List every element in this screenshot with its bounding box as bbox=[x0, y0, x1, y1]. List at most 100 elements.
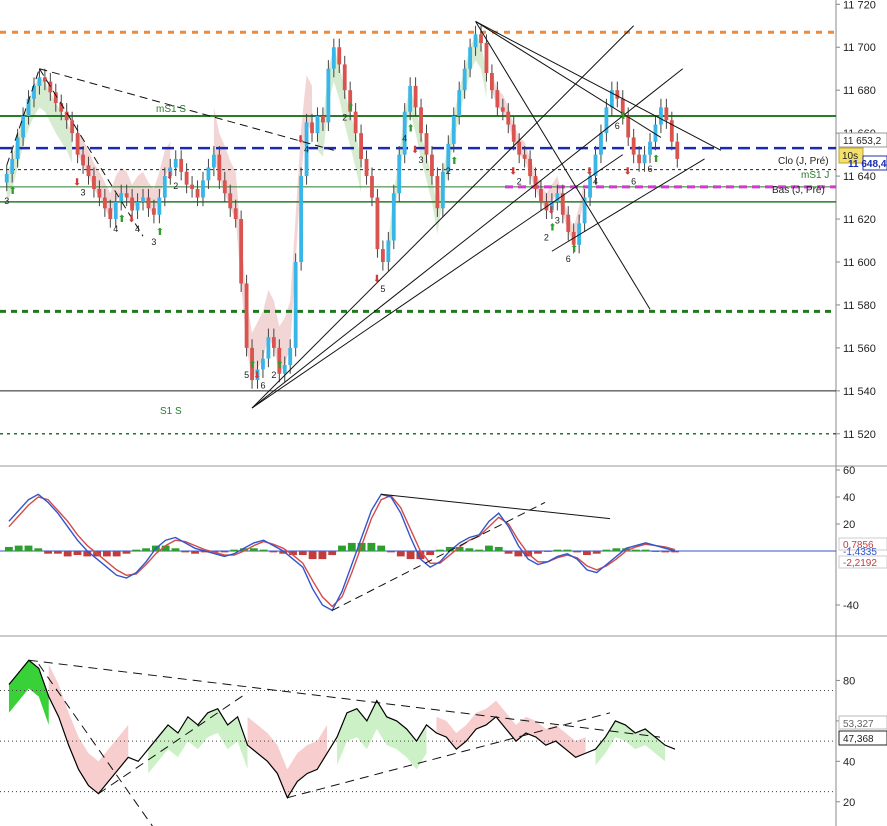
macd-histogram-bar bbox=[328, 551, 337, 556]
candle-body bbox=[86, 165, 91, 177]
candle-body bbox=[659, 107, 663, 125]
macd-histogram-bar bbox=[661, 551, 670, 553]
wave-count-label: 6 bbox=[631, 177, 636, 187]
candle-body bbox=[615, 90, 620, 99]
macd-histogram-bar bbox=[631, 549, 640, 551]
macd-trendlines bbox=[331, 493, 611, 611]
candle-body bbox=[626, 115, 631, 138]
candle-body bbox=[261, 358, 265, 370]
trendline bbox=[551, 158, 705, 252]
candle-body bbox=[364, 158, 369, 177]
candle-body bbox=[282, 365, 287, 374]
macd-histogram-bar bbox=[142, 548, 150, 551]
macd-histogram-bar bbox=[622, 548, 631, 551]
candle-body bbox=[359, 133, 363, 159]
macd-histogram-bar bbox=[34, 548, 43, 551]
macd-histogram-bar bbox=[396, 551, 405, 557]
candle-body bbox=[211, 154, 216, 168]
candle-body bbox=[528, 158, 532, 177]
wave-count-label: 2 bbox=[446, 166, 451, 176]
macd-histogram-bar bbox=[289, 551, 297, 556]
rsi-red-cloud bbox=[48, 664, 129, 794]
candle-body bbox=[533, 176, 538, 189]
candle-body bbox=[190, 184, 194, 189]
candle-body bbox=[484, 42, 489, 74]
candle-body bbox=[337, 47, 342, 65]
rsi-red-cloud bbox=[247, 716, 328, 798]
macd-histogram-bar bbox=[563, 549, 572, 551]
macd-histogram-bar bbox=[553, 549, 562, 551]
macd-histogram-bar bbox=[534, 551, 542, 554]
wave-count-label: 2 bbox=[342, 112, 347, 122]
candle-body bbox=[168, 167, 173, 177]
macd-histogram-bar bbox=[308, 551, 317, 560]
price-tick-label: 11 580 bbox=[843, 300, 876, 312]
macd-histogram-bar bbox=[377, 545, 386, 551]
macd-histogram-bar bbox=[671, 551, 680, 553]
candle-body bbox=[495, 90, 500, 108]
macd-histogram-bar bbox=[83, 551, 92, 557]
price-tick-label: 11 720 bbox=[843, 0, 876, 11]
candle-body bbox=[244, 283, 249, 348]
candle-body bbox=[271, 337, 276, 348]
macd-histogram-bar bbox=[514, 551, 523, 557]
wave-count-label: 3 bbox=[555, 215, 560, 225]
trendline bbox=[475, 21, 662, 138]
arrow-up-icon: ⬆ bbox=[156, 227, 164, 238]
candle-body bbox=[451, 115, 456, 144]
candle-body bbox=[675, 141, 680, 159]
wave-count-label: 4 bbox=[304, 144, 309, 154]
arrow-down-icon: ⬇ bbox=[585, 167, 593, 178]
candle-body bbox=[375, 197, 380, 250]
rsi-green-cloud bbox=[337, 700, 427, 770]
candle-body bbox=[511, 124, 516, 142]
arrow-up-icon: ⬆ bbox=[652, 154, 660, 165]
wave-count-label: 2 bbox=[271, 370, 276, 380]
macd-histogram-bar bbox=[220, 551, 229, 553]
arrow-up-icon: ⬆ bbox=[248, 360, 256, 371]
candle-body bbox=[310, 122, 314, 134]
wave-count-label: 3 bbox=[151, 237, 156, 247]
macd-histogram-bar bbox=[651, 551, 660, 552]
candle-body bbox=[81, 154, 85, 166]
arrow-up-icon: ⬆ bbox=[406, 124, 414, 135]
macd-tick-label: 20 bbox=[843, 519, 855, 531]
candle-body bbox=[113, 201, 118, 220]
candle-body bbox=[288, 347, 293, 366]
price-tick-label: 11 600 bbox=[843, 257, 876, 269]
macd-histogram-bar bbox=[367, 542, 376, 551]
candle-body bbox=[506, 111, 511, 125]
candle-body bbox=[119, 193, 124, 202]
macd-histogram-bar bbox=[602, 549, 611, 551]
price-candles bbox=[4, 25, 680, 389]
arrow-up-icon: ⬆ bbox=[347, 102, 355, 113]
candle-body bbox=[664, 107, 669, 121]
macd-histogram-bar bbox=[338, 545, 346, 551]
candle-body bbox=[593, 154, 598, 177]
candle-body bbox=[386, 240, 391, 262]
rsi-trendlines bbox=[28, 659, 661, 826]
price-tick-label: 11 560 bbox=[843, 343, 876, 355]
macd-panel: 60 40 20 -40 0,7856 -1,4335 -2,2192 bbox=[0, 465, 887, 612]
rsi-value-2: 47,368 bbox=[843, 734, 874, 745]
arrow-down-icon: ⬇ bbox=[373, 274, 381, 285]
candle-body bbox=[555, 193, 560, 202]
candle-body bbox=[222, 180, 227, 194]
wave-count-label: 4 bbox=[593, 177, 598, 187]
wave-count-label: 6 bbox=[260, 381, 265, 391]
candle-body bbox=[32, 85, 36, 99]
candle-body bbox=[304, 122, 309, 177]
macd-histogram-bar bbox=[132, 549, 141, 551]
candle-body bbox=[250, 347, 254, 381]
candle-body bbox=[604, 107, 609, 134]
arrow-down-icon: ⬇ bbox=[166, 171, 174, 182]
macd-histogram-bar bbox=[436, 549, 444, 551]
candle-body bbox=[446, 143, 451, 172]
wave-count-label: 4 bbox=[402, 134, 407, 144]
price-box-1-text: 11 653,2 bbox=[843, 136, 882, 147]
candle-body bbox=[577, 223, 582, 245]
candle-body bbox=[233, 208, 238, 220]
macd-axis: 60 40 20 -40 bbox=[836, 465, 859, 612]
macd-histogram-bar bbox=[279, 551, 288, 554]
wave-count-label: 2 bbox=[173, 181, 178, 191]
